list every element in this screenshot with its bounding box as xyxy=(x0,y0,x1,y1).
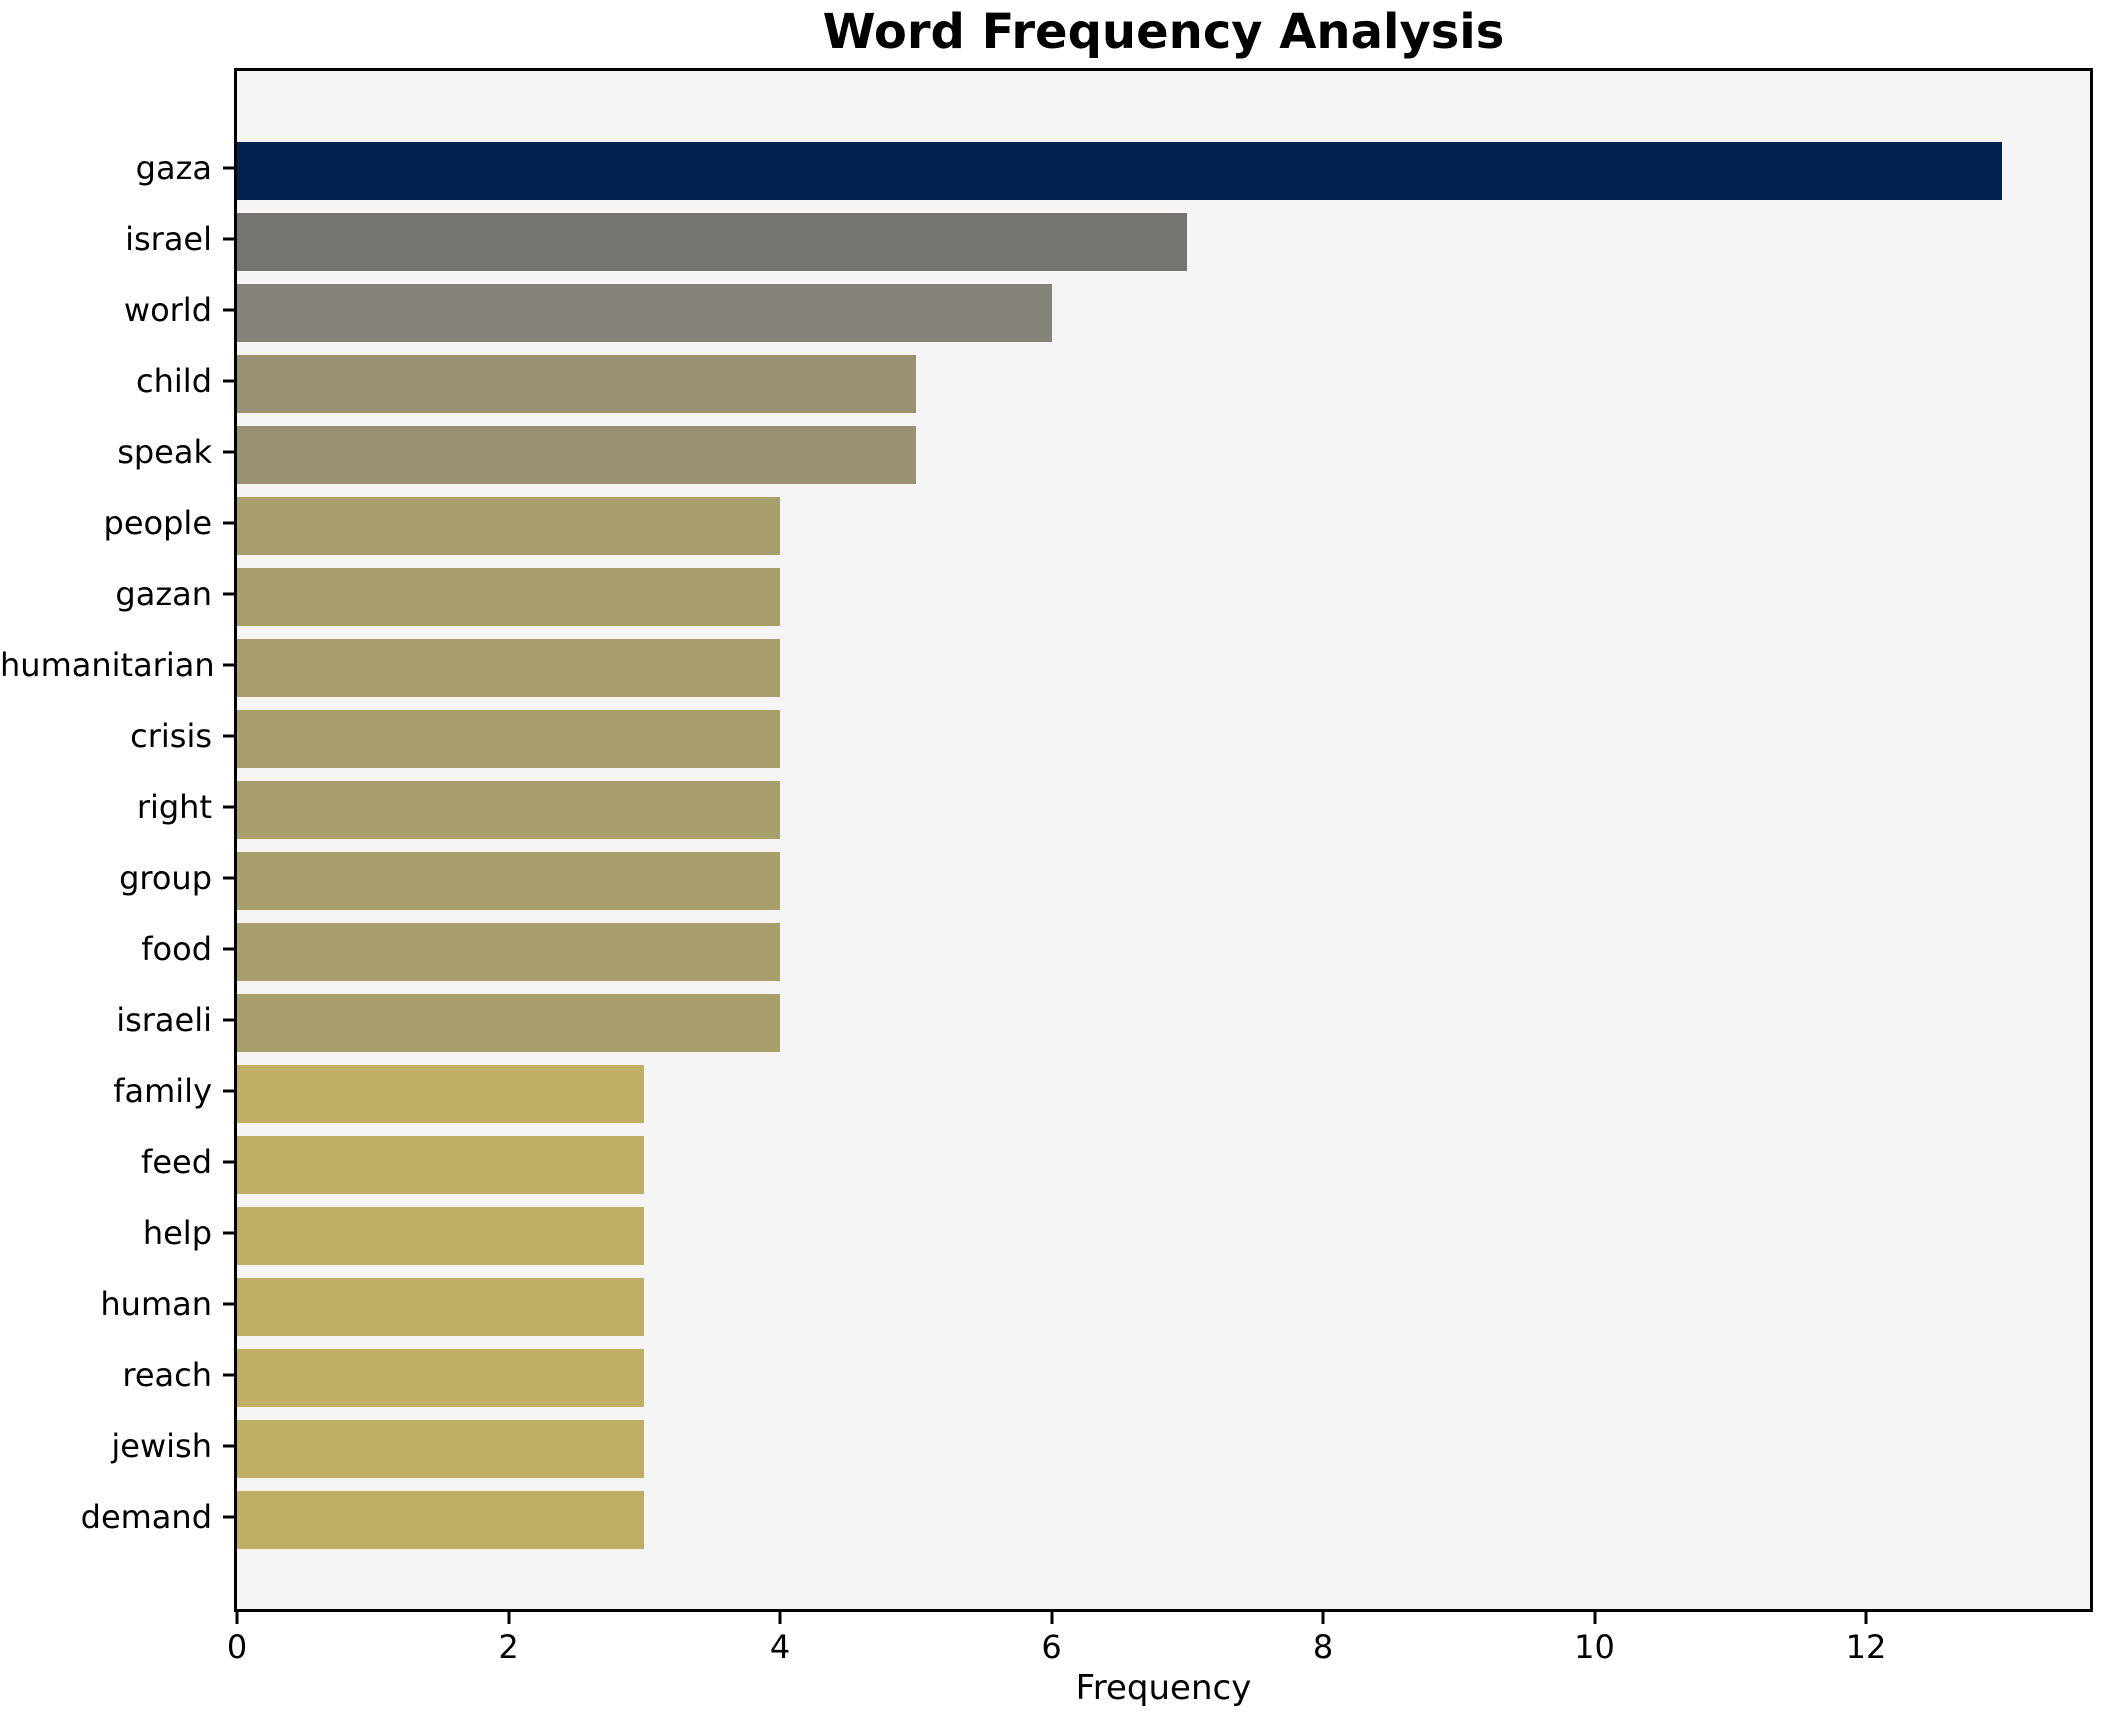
x-tick-label: 6 xyxy=(1041,1628,1062,1666)
y-tick-mark xyxy=(223,1089,234,1093)
y-tick-label: speak xyxy=(117,433,212,471)
y-tick-label: demand xyxy=(80,1498,212,1536)
x-axis: 0 2 4 6 8 10 12 xyxy=(227,1612,2090,1722)
y-tick-label: humanitarian xyxy=(0,646,215,684)
y-tick-label: right xyxy=(136,788,212,826)
bar xyxy=(237,710,780,768)
x-tick-label: 0 xyxy=(226,1628,248,1666)
x-tick-mark xyxy=(1593,1612,1596,1624)
bar xyxy=(237,1420,645,1478)
x-tick-mark xyxy=(235,1612,239,1624)
y-tick-label: help xyxy=(142,1214,212,1252)
y-tick-mark xyxy=(223,734,234,738)
y-tick-label: crisis xyxy=(130,717,212,755)
y-tick-mark xyxy=(223,876,234,880)
x-tick-label: 12 xyxy=(1845,1628,1887,1666)
x-tick-label: 8 xyxy=(1312,1628,1334,1666)
bar xyxy=(237,1491,645,1549)
y-tick-mark xyxy=(223,805,234,809)
chart-title: Word Frequency Analysis xyxy=(822,4,1505,60)
y-tick-label: israeli xyxy=(116,1001,212,1039)
y-tick-label: world xyxy=(123,291,212,329)
y-tick-mark xyxy=(223,166,234,170)
y-tick-mark xyxy=(223,947,234,951)
y-tick-label: people xyxy=(103,504,212,542)
x-tick-mark xyxy=(1321,1612,1325,1624)
bar xyxy=(237,923,780,981)
x-tick-mark xyxy=(1050,1612,1053,1624)
y-tick-label: child xyxy=(136,362,212,400)
bar xyxy=(237,994,780,1052)
y-tick-label: human xyxy=(100,1285,212,1323)
x-tick-label: 10 xyxy=(1574,1628,1615,1666)
x-tick-mark xyxy=(507,1612,510,1624)
y-tick-mark xyxy=(223,1373,234,1377)
bar xyxy=(237,213,1188,271)
bar xyxy=(237,639,780,697)
y-tick-mark xyxy=(223,1231,234,1235)
y-tick-label: gazan xyxy=(115,575,212,613)
y-tick-mark xyxy=(223,450,234,454)
plot-area xyxy=(234,68,2093,1612)
y-tick-mark xyxy=(223,237,234,241)
y-tick-mark xyxy=(223,592,234,596)
bar xyxy=(237,1207,645,1265)
y-tick-mark xyxy=(223,1302,234,1306)
y-tick-mark xyxy=(223,663,234,667)
bar xyxy=(237,1349,645,1407)
y-tick-mark xyxy=(223,308,234,312)
bar xyxy=(237,284,1052,342)
bar xyxy=(237,852,780,910)
y-tick-label: feed xyxy=(141,1143,212,1181)
y-tick-mark xyxy=(223,1160,234,1164)
y-tick-label: israel xyxy=(125,220,212,258)
bar xyxy=(237,781,780,839)
y-tick-label: reach xyxy=(122,1356,212,1394)
bar xyxy=(237,497,780,555)
x-axis-title: Frequency xyxy=(1075,1668,1252,1708)
y-tick-mark xyxy=(223,379,234,383)
bar xyxy=(237,142,2002,200)
y-tick-mark xyxy=(223,521,234,525)
x-tick-mark xyxy=(778,1612,782,1624)
y-tick-label: gaza xyxy=(135,149,212,187)
y-tick-mark xyxy=(223,1018,234,1022)
x-tick-label: 2 xyxy=(498,1628,519,1666)
x-tick-label: 4 xyxy=(769,1628,791,1666)
y-tick-mark xyxy=(223,1444,234,1448)
y-tick-label: food xyxy=(141,930,212,968)
x-tick-mark xyxy=(1864,1612,1868,1624)
bar xyxy=(237,426,916,484)
bar xyxy=(237,1136,645,1194)
bar xyxy=(237,568,780,626)
bar xyxy=(237,1065,645,1123)
y-tick-label: jewish xyxy=(111,1427,212,1465)
bar xyxy=(237,355,916,413)
bar xyxy=(237,1278,645,1336)
y-tick-label: group xyxy=(119,859,212,897)
y-tick-mark xyxy=(223,1515,234,1519)
y-tick-label: family xyxy=(113,1072,212,1110)
